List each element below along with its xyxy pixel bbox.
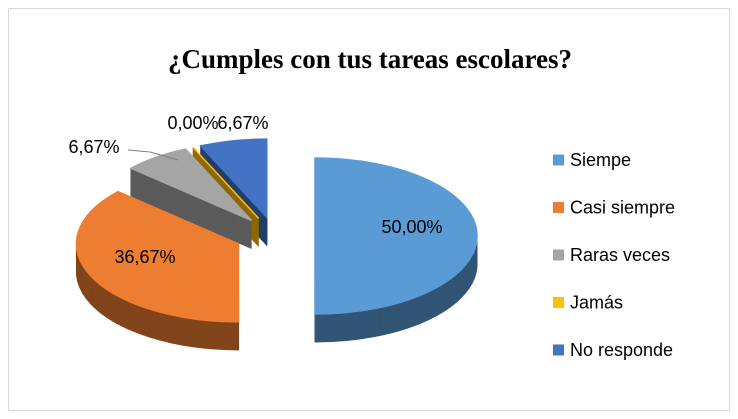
slice: [314, 157, 478, 343]
chart-title: ¿Cumples con tus tareas escolares?: [168, 44, 572, 74]
data-label: 0,00%: [167, 113, 218, 133]
legend-swatch: [553, 202, 564, 213]
legend-label: Jamás: [570, 292, 623, 312]
data-label: 50,00%: [381, 217, 442, 237]
legend-swatch: [553, 344, 564, 356]
legend-swatch: [553, 297, 564, 308]
slice: [129, 148, 253, 249]
legend-label: Raras veces: [570, 245, 670, 265]
data-label: 6,67%: [68, 137, 119, 157]
legend-label: Casi siempre: [570, 197, 675, 217]
legend-swatch: [553, 249, 564, 261]
data-label: 6,67%: [217, 113, 268, 133]
leader-line: [127, 149, 179, 161]
slice-top: [314, 157, 478, 315]
slice: [75, 190, 240, 351]
data-label: 36,67%: [114, 247, 175, 267]
slice-top: [199, 138, 268, 220]
legend-swatch: [553, 154, 564, 166]
slice-top: [75, 190, 240, 323]
legend-label: No responde: [570, 340, 673, 360]
slice-top: [129, 148, 253, 222]
legend-label: Siempe: [570, 150, 631, 170]
